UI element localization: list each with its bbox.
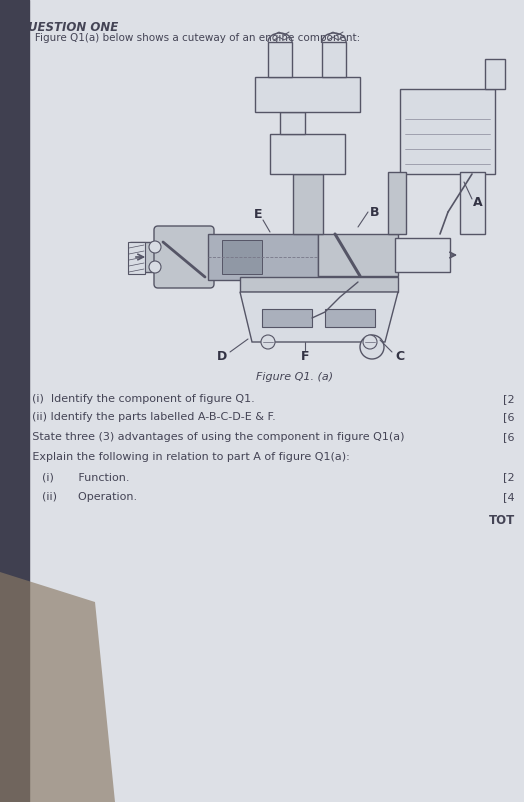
- Bar: [325, 309, 375, 327]
- Bar: [293, 174, 323, 234]
- Text: [4: [4: [504, 492, 515, 502]
- Bar: [400, 89, 495, 174]
- Polygon shape: [280, 112, 305, 134]
- Text: A.  Figure Q1(a) below shows a cuteway of an engine component:: A. Figure Q1(a) below shows a cuteway of…: [18, 33, 361, 43]
- Bar: [322, 42, 346, 77]
- Text: [2: [2: [504, 472, 515, 482]
- Bar: [262, 309, 312, 327]
- Circle shape: [261, 335, 275, 349]
- Bar: [485, 59, 505, 89]
- Text: [6: [6: [504, 432, 515, 442]
- Bar: [388, 172, 406, 234]
- Bar: [460, 172, 485, 234]
- Text: [2: [2: [504, 394, 515, 404]
- Text: F: F: [301, 350, 309, 363]
- Text: [6: [6: [504, 412, 515, 422]
- Bar: [395, 238, 450, 272]
- Bar: [222, 240, 262, 274]
- Text: B.  State three (3) advantages of using the component in figure Q1(a): B. State three (3) advantages of using t…: [14, 432, 405, 442]
- Text: (i)  Identify the component of figure Q1.: (i) Identify the component of figure Q1.: [18, 394, 255, 404]
- Text: Figure Q1. (a): Figure Q1. (a): [256, 372, 334, 382]
- Text: (ii) Identify the parts labelled A-B-C-D-E & F.: (ii) Identify the parts labelled A-B-C-D…: [18, 412, 276, 422]
- Text: D: D: [217, 350, 227, 363]
- Bar: [208, 234, 318, 280]
- Text: QUESTION ONE: QUESTION ONE: [18, 20, 118, 33]
- Bar: [255, 77, 360, 112]
- Circle shape: [363, 335, 377, 349]
- Bar: [270, 134, 345, 174]
- Circle shape: [360, 335, 384, 359]
- Bar: [268, 42, 292, 77]
- Text: C.  Explain the following in relation to part A of figure Q1(a):: C. Explain the following in relation to …: [14, 452, 350, 462]
- Bar: [130, 242, 190, 272]
- Polygon shape: [240, 292, 398, 342]
- FancyBboxPatch shape: [154, 226, 214, 288]
- Circle shape: [149, 261, 161, 273]
- Polygon shape: [240, 277, 398, 292]
- Text: B: B: [370, 205, 380, 218]
- Polygon shape: [0, 572, 115, 802]
- Circle shape: [149, 241, 161, 253]
- Text: A: A: [473, 196, 483, 209]
- Text: (ii)      Operation.: (ii) Operation.: [14, 492, 137, 502]
- Text: C: C: [396, 350, 405, 363]
- Text: E: E: [254, 208, 262, 221]
- Text: (i)       Function.: (i) Function.: [14, 472, 129, 482]
- Bar: [318, 234, 398, 276]
- Polygon shape: [128, 242, 145, 274]
- Text: TOT: TOT: [489, 514, 515, 527]
